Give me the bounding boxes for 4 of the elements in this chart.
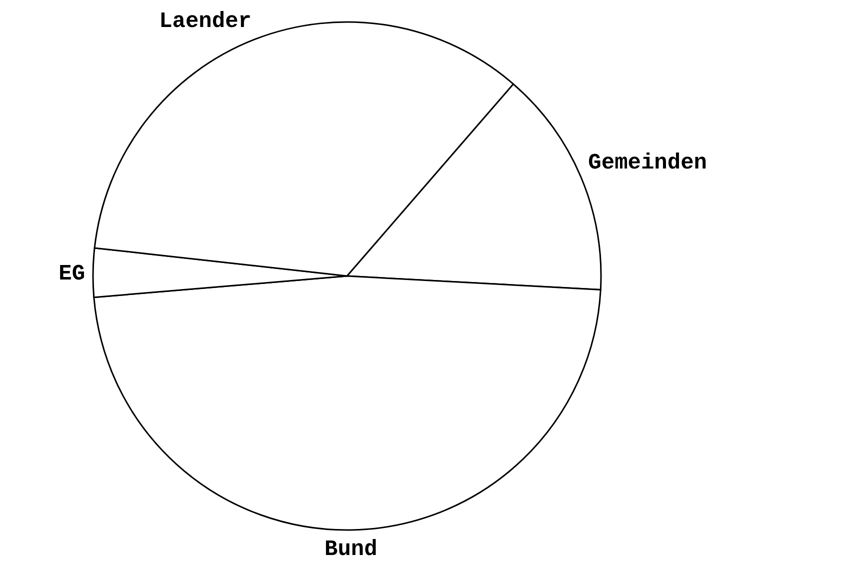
slice-label: EG [58, 262, 86, 287]
slice-label: Gemeinden [588, 150, 707, 176]
slice-label: Bund [324, 536, 378, 562]
slice-label: Laender [159, 9, 252, 34]
